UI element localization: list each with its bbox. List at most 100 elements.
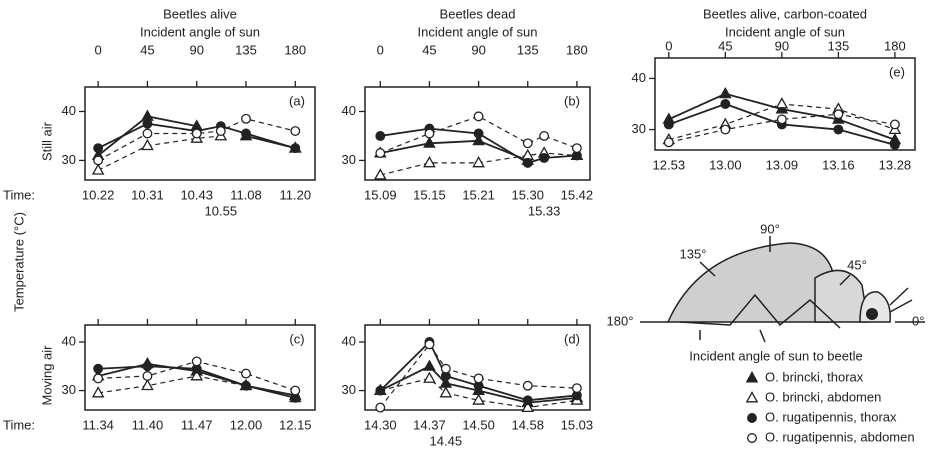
data-point — [833, 109, 844, 120]
time-tick-label: 15.30 — [511, 187, 544, 202]
data-point — [522, 380, 533, 391]
angle-label: 90° — [760, 221, 780, 236]
beetle-legs — [679, 287, 913, 343]
y-tick-label: 40 — [342, 103, 356, 118]
data-point — [91, 386, 105, 398]
column-title: Beetles alive, carbon-coated — [703, 6, 867, 21]
data-point — [663, 137, 674, 148]
data-point — [241, 380, 251, 391]
data-point — [191, 128, 202, 139]
data-point — [719, 86, 732, 99]
y-tick-label: 40 — [632, 70, 646, 85]
time-tick-label: 12.15 — [279, 417, 312, 432]
series-line — [379, 340, 577, 402]
beetle-eye — [866, 308, 878, 320]
x-tick-label: 135 — [517, 42, 539, 57]
beetle-diagram: 90° 135° 45° 180° 0° Incident angle of s… — [607, 221, 925, 363]
panel: Beetles alive, carbon-coated Incident ang… — [632, 6, 916, 172]
data-point — [375, 148, 386, 159]
time-tick-label: 14.37 — [413, 417, 446, 432]
data-point — [191, 356, 202, 367]
y-tick-label: 30 — [342, 152, 356, 167]
series-line — [380, 127, 577, 164]
x-tick-label: 180 — [284, 42, 306, 57]
data-point — [472, 156, 485, 168]
time-label: Time: — [3, 417, 35, 432]
x-tick-label: 180 — [884, 38, 906, 53]
data-point — [423, 371, 436, 383]
legend-label: O. brincki, thorax — [765, 369, 864, 384]
data-point — [142, 128, 153, 139]
data-point — [473, 373, 484, 384]
angle-label: 135° — [680, 246, 707, 261]
data-point — [439, 386, 453, 398]
data-point — [473, 111, 484, 122]
data-point — [522, 395, 533, 406]
time-tick-label: 15.15 — [413, 187, 446, 202]
x-tick-label: 45 — [140, 42, 154, 57]
plot-frame — [364, 86, 591, 181]
time-tick-label: 13.00 — [709, 157, 742, 172]
data-point — [776, 114, 787, 125]
time-tick-label: 10.55 — [205, 203, 238, 218]
data-point — [375, 402, 386, 413]
time-tick-label: 13.16 — [822, 157, 855, 172]
time-tick-label: 14.30 — [364, 417, 397, 432]
y-tick-label: 30 — [62, 382, 76, 397]
data-point — [142, 371, 153, 381]
time-tick-label: 11.08 — [230, 187, 262, 202]
data-point — [539, 153, 550, 163]
panel-label: (d) — [564, 331, 580, 346]
sun-arrows — [640, 236, 925, 323]
data-point — [571, 383, 582, 394]
data-point — [375, 130, 386, 141]
y-tick-label: 40 — [62, 333, 76, 348]
time-tick-label: 14.58 — [511, 417, 544, 432]
row-label: Still air — [39, 121, 54, 161]
time-tick-label: 13.28 — [879, 157, 912, 172]
series-line — [380, 139, 529, 162]
series-line — [97, 135, 221, 171]
data-point — [290, 126, 301, 137]
time-tick-label: 10.31 — [131, 187, 164, 202]
diagram-caption: Incident angle of sun to beetle — [689, 348, 862, 363]
data-point — [889, 139, 900, 150]
panel-label: (e) — [889, 64, 905, 79]
time-tick-label: 10.22 — [82, 187, 115, 202]
legend-marker — [745, 391, 759, 403]
x-tick-label: 45 — [422, 42, 436, 57]
data-point — [440, 363, 451, 374]
data-point — [663, 119, 674, 130]
data-point — [141, 378, 154, 391]
y-tick-label: 30 — [62, 152, 76, 167]
y-tick-label: 40 — [62, 103, 76, 118]
legend-marker — [747, 413, 757, 423]
series-line — [97, 122, 296, 150]
data-point — [93, 373, 104, 384]
y-tick-label: 30 — [342, 382, 356, 397]
data-point — [521, 400, 535, 413]
data-point — [720, 99, 731, 109]
time-tick-label: 11.40 — [132, 417, 164, 432]
plot-frame — [84, 86, 316, 181]
data-point — [190, 369, 204, 381]
x-axis-label: Incident angle of sun — [725, 24, 845, 39]
series-line — [668, 113, 896, 143]
data-point — [142, 118, 153, 129]
data-point — [241, 128, 251, 139]
panel: Beetles dead Incident angle of sun 0 45 90 13… — [342, 6, 594, 218]
time-tick-label: 15.33 — [528, 203, 561, 218]
data-point — [141, 138, 154, 151]
plot-frame — [364, 324, 591, 411]
plot-frame — [654, 57, 916, 151]
data-point — [241, 368, 251, 379]
angle-label: 45° — [847, 257, 867, 272]
time-tick-label: 12.00 — [230, 417, 263, 432]
y-axis-label: Temperature (°C) — [11, 212, 26, 312]
data-point — [423, 136, 436, 148]
data-point — [522, 157, 533, 168]
panel: 30 40 (c) Moving air Time: 11.34 11.40 11.47 12.… — [3, 319, 316, 432]
data-point — [93, 363, 104, 374]
data-point — [93, 155, 104, 166]
